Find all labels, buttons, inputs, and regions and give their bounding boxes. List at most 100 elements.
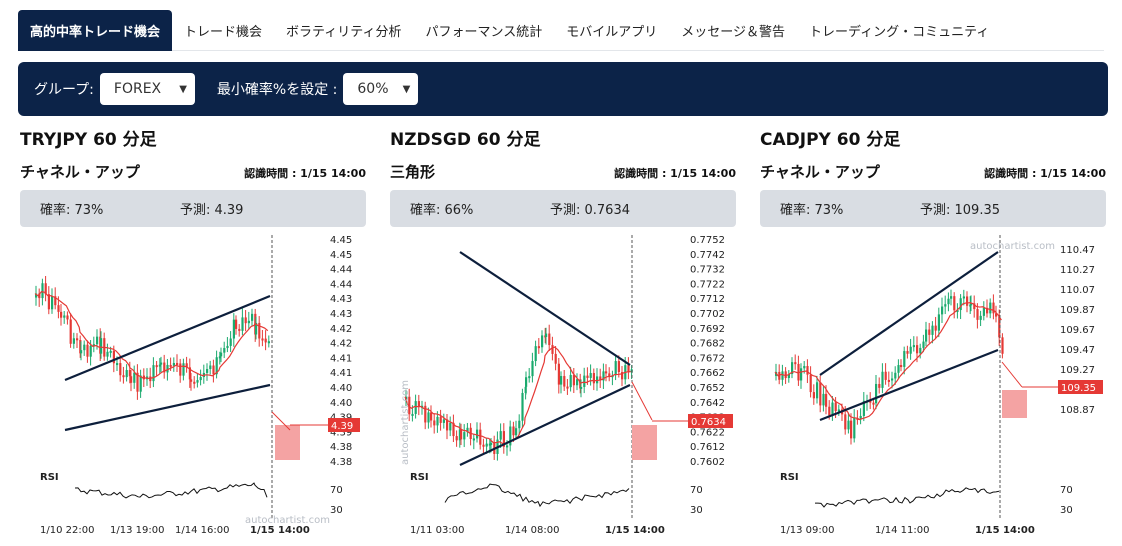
candle-body (427, 412, 430, 423)
candle-body (922, 341, 925, 348)
candle-body (69, 319, 72, 344)
group-label: グループ: (34, 82, 94, 98)
pattern-card-nzdsgd[interactable]: NZDSGD 60 分足 三角形 認識時間 : 1/15 14:00 確率: 6… (390, 125, 736, 540)
candle-body (803, 366, 806, 369)
pattern-card-tryjpy[interactable]: TRYJPY 60 分足 チャネル・アップ 認識時間 : 1/15 14:00 … (20, 125, 366, 540)
candle-body (176, 362, 179, 365)
candle-body (463, 432, 466, 440)
price-axis-label: 109.47 (1060, 345, 1095, 356)
candle-body (199, 377, 202, 381)
candle-body (1001, 337, 1004, 354)
forecast-price-label: 109.35 (1061, 383, 1096, 394)
moving-average-line (774, 302, 1002, 421)
candle-body (816, 382, 819, 399)
forecast-price-label: 4.39 (331, 421, 353, 432)
candle-body (572, 374, 575, 386)
tab-trading-community[interactable]: トレーディング・コミュニティ (809, 24, 990, 40)
candle-body (528, 376, 531, 379)
candle-body (537, 346, 540, 349)
pattern-trendline (459, 251, 631, 366)
tab-performance-stats[interactable]: パフォーマンス統計 (425, 24, 543, 40)
candle-body (953, 296, 956, 311)
candle-body (112, 350, 115, 364)
candle-body (809, 374, 812, 393)
time-axis-label: 1/14 16:00 (175, 525, 229, 535)
candle-body (909, 346, 912, 354)
candle-body (534, 346, 537, 362)
candle-body (627, 365, 630, 373)
candle-body (54, 296, 57, 306)
rsi-label: RSI (410, 472, 429, 483)
card-title: TRYJPY 60 分足 (20, 130, 157, 150)
price-chart[interactable]: 4.45 4.45 4.44 4.44 4.43 4.43 4.42 4.42 4.41 4.41… (20, 235, 366, 535)
candle-body (472, 438, 475, 441)
candle-body (72, 338, 75, 344)
candle-body (900, 365, 903, 368)
time-axis-label: 1/15 14:00 (250, 525, 310, 535)
candle-body (182, 363, 185, 376)
candle-body (196, 380, 199, 383)
candle-body (244, 317, 247, 324)
candle-body (247, 320, 250, 324)
price-axis-label: 0.7662 (690, 368, 725, 379)
price-axis-label: 0.7732 (690, 265, 725, 276)
probability-value: 確率: 73% (40, 203, 104, 218)
candle-body (89, 345, 92, 357)
candle-body (235, 319, 238, 329)
tab-trade-opportunities[interactable]: トレード機会 (184, 24, 263, 40)
candle-body (133, 372, 136, 383)
price-chart[interactable]: 0.7752 0.7742 0.7732 0.7722 0.7712 0.7702 0.76… (390, 235, 736, 535)
candle-body (787, 374, 790, 379)
candle-body (579, 379, 582, 389)
tab-messages-alerts[interactable]: メッセージ＆警告 (681, 24, 785, 40)
probability-value: 確率: 73% (780, 203, 844, 218)
candle-body (853, 417, 856, 439)
candle-body (258, 322, 261, 339)
time-axis-label: 1/14 11:00 (875, 525, 929, 535)
price-axis-label: 0.7602 (690, 457, 725, 468)
candle-body (580, 386, 583, 389)
candle-body (125, 370, 128, 378)
candle-body (229, 338, 232, 346)
moving-average-line (404, 346, 631, 445)
candle-body (109, 350, 112, 353)
forecast-zone (1002, 390, 1027, 418)
candle-body (38, 293, 41, 299)
candle-body (512, 426, 515, 436)
forecast-arrow (1001, 361, 1023, 388)
candle-body (515, 428, 518, 436)
candle-body (264, 338, 267, 343)
group-select[interactable]: FOREX ▼ (99, 73, 195, 105)
price-axis-label: 0.7722 (690, 279, 725, 290)
candle-body (551, 345, 554, 354)
candle-body (209, 365, 212, 369)
chevron-down-icon: ▼ (402, 83, 411, 95)
pattern-card-cadjpy[interactable]: CADJPY 60 分足 チャネル・アップ 認識時間 : 1/15 14:00 … (760, 125, 1106, 540)
candle-body (509, 426, 512, 446)
price-axis-label: 4.39 (330, 427, 352, 438)
candle-body (433, 420, 436, 426)
tab-volatility-analysis[interactable]: ボラティリティ分析 (286, 24, 402, 40)
candle-body (499, 431, 502, 440)
price-axis-label: 4.45 (330, 250, 352, 261)
candle-body (44, 283, 47, 295)
candle-body (998, 316, 1001, 338)
candle-body (169, 364, 172, 367)
candle-body (128, 370, 131, 377)
watermark: autochartist.com (970, 241, 1055, 252)
candle-body (439, 416, 442, 423)
time-axis-label: 1/15 14:00 (975, 525, 1035, 535)
candle-body (583, 375, 586, 387)
candle-body (255, 322, 258, 335)
tab-mobile-app[interactable]: モバイルアプリ (566, 24, 658, 40)
candle-body (812, 392, 815, 399)
price-chart[interactable]: 110.47 110.27 110.07 109.87 109.67 109.47 109.… (760, 235, 1106, 535)
price-axis-label: 4.42 (330, 324, 352, 335)
candle-body (446, 419, 449, 431)
tab-high-probability[interactable]: 高的中率トレード機会 (18, 9, 173, 51)
min-prob-select[interactable]: 60% ▼ (343, 73, 419, 105)
candle-body (884, 371, 887, 380)
candle-body (79, 340, 82, 354)
price-axis-label: 4.41 (330, 353, 352, 364)
forecast-arrow (631, 381, 653, 421)
